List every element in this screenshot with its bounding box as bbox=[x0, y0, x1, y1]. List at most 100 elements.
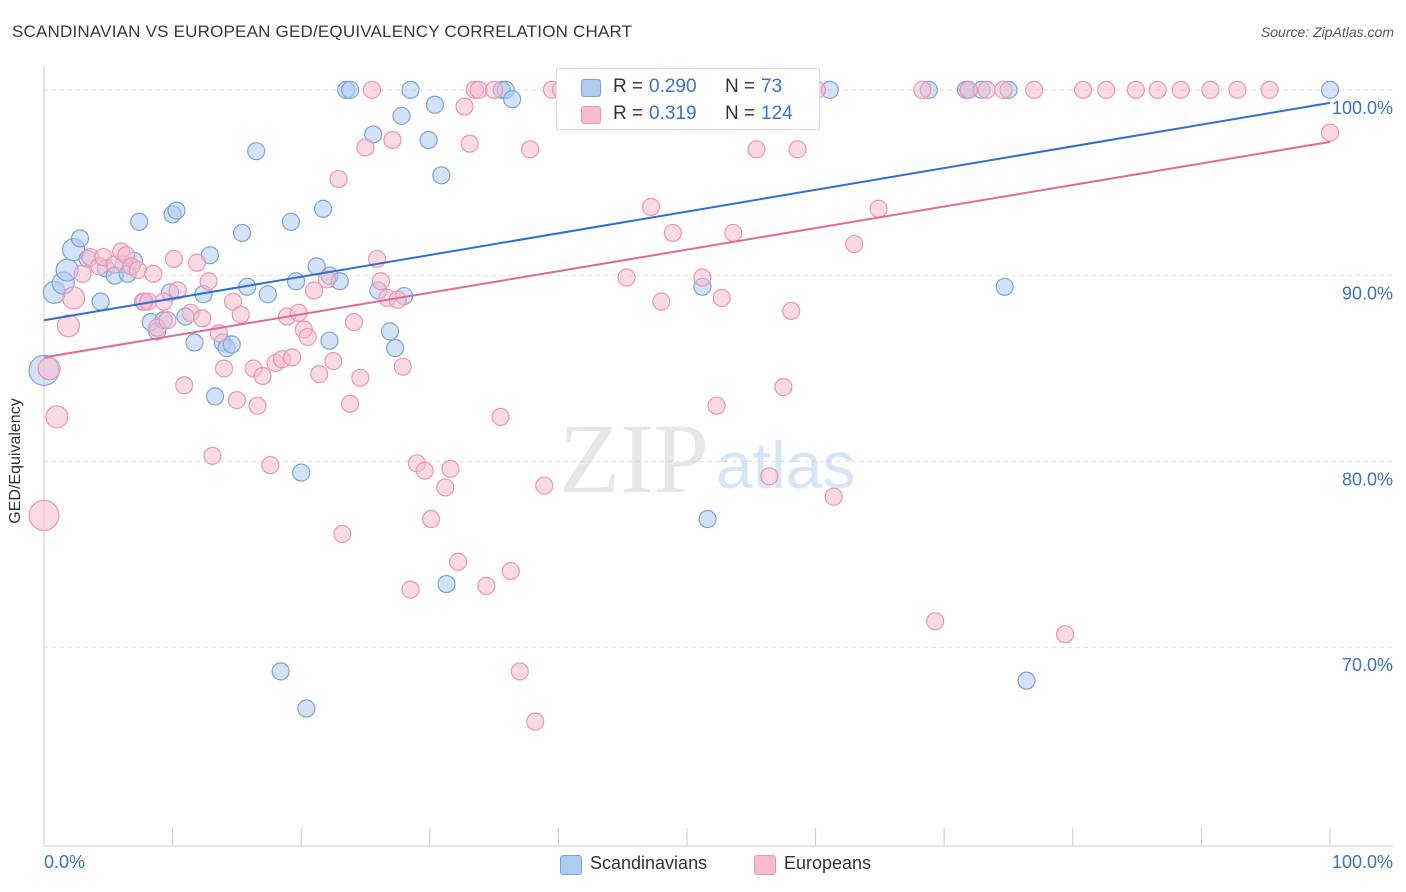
europeans-point bbox=[724, 223, 743, 243]
europeans-point bbox=[469, 80, 488, 99]
scandinavians-point bbox=[130, 212, 149, 231]
europeans-point bbox=[1320, 123, 1340, 142]
r-label: R = bbox=[613, 76, 644, 97]
stats-legend-row-scandinavians: R = 0.290 N = 73 bbox=[557, 73, 819, 101]
scandinavians-point bbox=[281, 212, 301, 231]
europeans-point bbox=[448, 552, 468, 571]
n-label: N = bbox=[725, 76, 756, 97]
europeans-point bbox=[1201, 80, 1220, 99]
europeans-point bbox=[782, 301, 801, 321]
europeans-point bbox=[421, 509, 441, 529]
europeans-trend-line bbox=[43, 140, 1331, 359]
europeans-point bbox=[707, 396, 726, 415]
europeans-point bbox=[371, 272, 391, 291]
scandinavians-point bbox=[286, 272, 306, 291]
europeans-point bbox=[344, 312, 364, 332]
scandinavians-point bbox=[425, 95, 445, 114]
europeans-point bbox=[913, 80, 932, 99]
europeans-point bbox=[535, 476, 554, 495]
x-tick-label: 0.0% bbox=[44, 852, 85, 872]
r-value: 0.290 bbox=[649, 76, 697, 97]
europeans-point bbox=[485, 80, 504, 99]
europeans-swatch bbox=[581, 106, 601, 124]
n-value: 124 bbox=[761, 103, 793, 124]
stats-legend-row-europeans: R = 0.319 N = 124 bbox=[557, 100, 819, 128]
europeans-point bbox=[926, 612, 945, 631]
europeans-point bbox=[324, 352, 343, 371]
europeans-point bbox=[61, 286, 86, 310]
stats-legend: R = 0.290 N = 73 R = 0.319 N = 124 bbox=[556, 68, 820, 130]
scandinavians-point bbox=[1017, 671, 1036, 690]
europeans-point bbox=[712, 288, 731, 308]
europeans-point bbox=[663, 223, 682, 243]
scandinavians-point bbox=[247, 142, 266, 161]
europeans-point bbox=[351, 368, 370, 387]
europeans-point bbox=[310, 365, 329, 384]
europeans-point bbox=[693, 268, 712, 287]
europeans-point bbox=[168, 281, 187, 300]
europeans-point bbox=[491, 407, 510, 426]
europeans-point bbox=[959, 80, 978, 99]
europeans-point bbox=[56, 314, 81, 338]
europeans-point bbox=[187, 253, 207, 272]
europeans-point bbox=[283, 348, 302, 367]
europeans-point bbox=[298, 327, 317, 347]
europeans-point bbox=[37, 356, 61, 381]
r-label: R = bbox=[613, 103, 644, 124]
europeans-point bbox=[994, 80, 1013, 99]
legend-label: Europeans bbox=[784, 853, 872, 873]
data-points bbox=[28, 80, 1340, 731]
europeans-point bbox=[158, 311, 177, 330]
scandinavians-point bbox=[437, 574, 456, 594]
europeans-point bbox=[333, 524, 352, 543]
europeans-point bbox=[28, 499, 60, 531]
europeans-point bbox=[128, 260, 147, 280]
europeans-point bbox=[1148, 80, 1167, 99]
europeans-point bbox=[788, 140, 807, 159]
scandinavians-point bbox=[185, 333, 204, 352]
europeans-point bbox=[340, 394, 360, 413]
europeans-point bbox=[393, 357, 412, 376]
europeans-point bbox=[415, 461, 434, 480]
europeans-point bbox=[1171, 80, 1190, 99]
europeans-point bbox=[317, 270, 337, 289]
europeans-point bbox=[1126, 80, 1145, 99]
scandinavians-point bbox=[232, 223, 252, 243]
europeans-point bbox=[199, 272, 218, 291]
scandinavians-point bbox=[995, 277, 1014, 296]
scandinavians-point bbox=[271, 662, 290, 681]
scandinavians-point bbox=[222, 335, 241, 354]
scandinavians-point bbox=[167, 201, 186, 220]
europeans-point bbox=[521, 140, 540, 159]
chart-source: Source: ZipAtlas.com bbox=[1260, 24, 1394, 40]
europeans-point bbox=[1097, 80, 1116, 99]
r-value: 0.319 bbox=[649, 103, 697, 124]
y-tick-label: 100.0% bbox=[1332, 98, 1393, 118]
x-tick-label: 100.0% bbox=[1332, 852, 1393, 872]
europeans-point bbox=[193, 309, 212, 328]
scandinavians-point bbox=[258, 285, 277, 304]
europeans-point bbox=[1055, 625, 1075, 644]
axes bbox=[43, 66, 1393, 847]
scandinavians-point bbox=[419, 130, 438, 150]
legend-label: Scandinavians bbox=[590, 853, 708, 873]
europeans-point bbox=[641, 197, 661, 217]
trend-lines bbox=[43, 101, 1331, 359]
europeans-point bbox=[253, 366, 272, 386]
series-legend: Scandinavians Europeans bbox=[0, 853, 1406, 877]
europeans-legend-swatch bbox=[754, 855, 776, 875]
scandinavians-point bbox=[320, 331, 339, 350]
europeans-point bbox=[214, 359, 234, 378]
europeans-point bbox=[227, 391, 246, 410]
tick-labels: 70.0% 80.0% 90.0% 100.0% 0.0% 100.0% bbox=[44, 98, 1393, 872]
scandinavians-trend-line bbox=[43, 101, 1331, 322]
europeans-point bbox=[824, 487, 843, 506]
europeans-point bbox=[261, 456, 280, 475]
scandinavians-swatch bbox=[581, 79, 601, 97]
y-tick-label: 70.0% bbox=[1342, 655, 1393, 675]
europeans-point bbox=[501, 561, 520, 581]
europeans-point bbox=[248, 396, 267, 415]
europeans-point bbox=[356, 138, 375, 157]
scandinavians-point bbox=[313, 199, 333, 218]
